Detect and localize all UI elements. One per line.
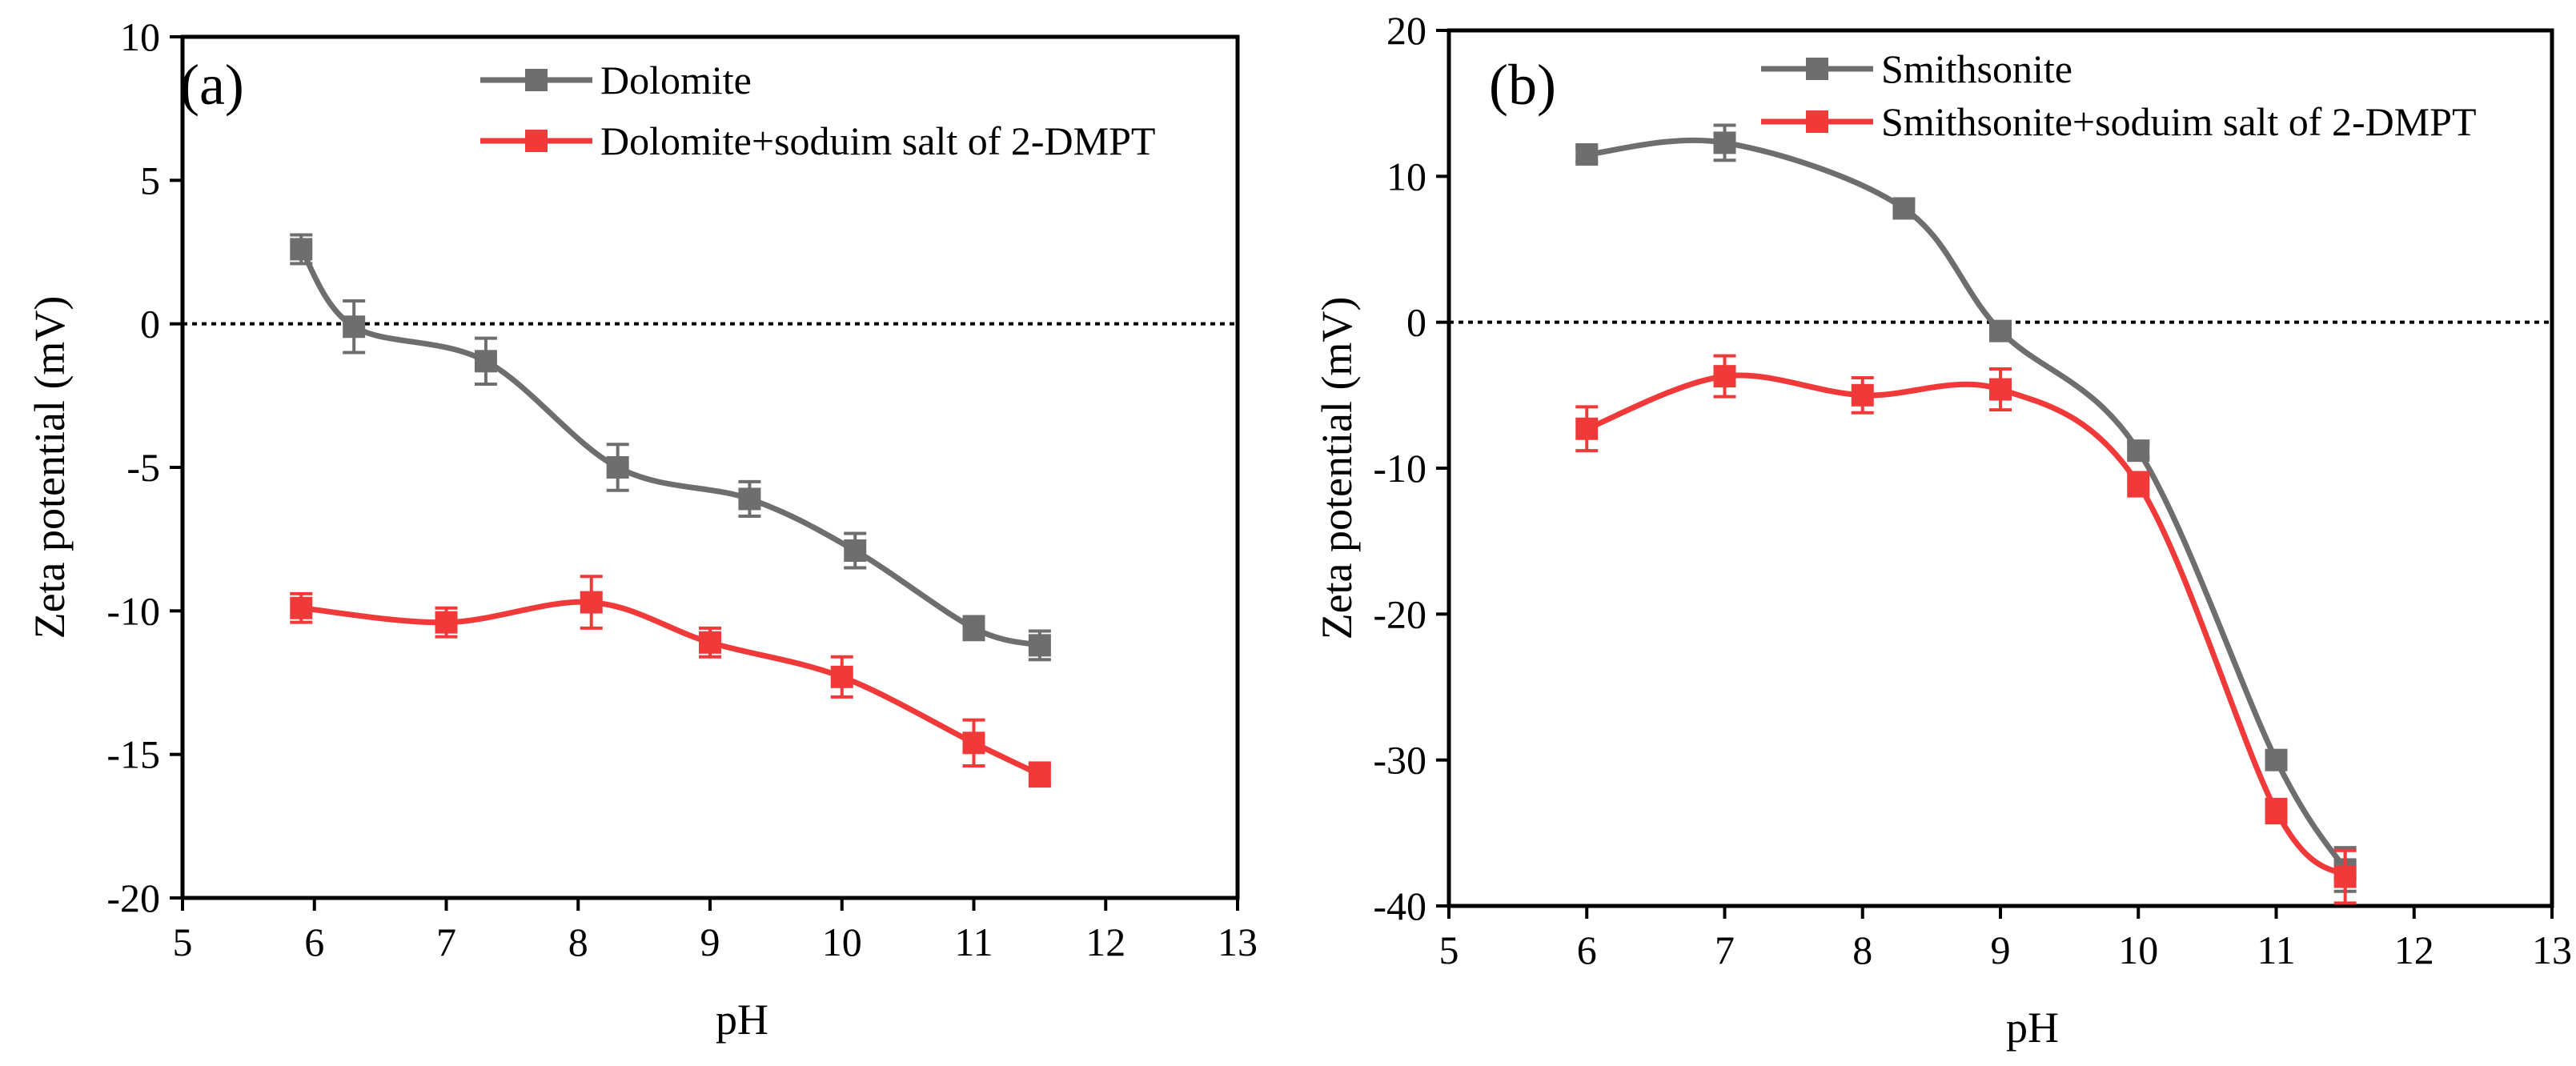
panel-label: (a) <box>180 53 244 117</box>
data-point <box>290 596 313 619</box>
data-point <box>343 315 366 339</box>
x-tick-label: 13 <box>1218 920 1258 964</box>
data-point <box>962 616 985 639</box>
series-line <box>298 599 1043 778</box>
y-tick-label: 10 <box>1386 154 1426 198</box>
data-point <box>1575 142 1599 166</box>
legend-marker <box>525 130 548 152</box>
y-axis-title: Zeta potential (mV) <box>26 296 74 639</box>
data-point <box>844 539 867 563</box>
data-point <box>1713 365 1736 388</box>
y-tick-label: -20 <box>106 876 160 920</box>
data-point <box>1989 378 2012 401</box>
y-tick-label: -5 <box>126 445 160 490</box>
y-tick-label: 0 <box>1406 300 1426 345</box>
data-point <box>2127 473 2150 496</box>
x-tick-label: 12 <box>1085 920 1125 964</box>
data-point <box>1892 197 1916 220</box>
legend-label: Dolomite <box>600 58 752 102</box>
data-point <box>606 456 629 479</box>
legend-marker <box>1806 58 1828 80</box>
legend-label: Smithsonite <box>1881 46 2072 91</box>
x-tick-label: 10 <box>822 920 862 964</box>
data-point <box>1028 763 1051 786</box>
legend-label: Dolomite+soduim salt of 2-DMPT <box>600 118 1155 163</box>
x-tick-label: 8 <box>1852 928 1872 972</box>
x-tick-label: 7 <box>1715 928 1735 972</box>
x-tick-label: 5 <box>1439 928 1459 972</box>
series-0: Dolomite <box>290 58 1051 662</box>
x-axis-title: pH <box>2006 1004 2059 1052</box>
x-tick-label: 5 <box>173 920 193 964</box>
legend-marker <box>1806 110 1828 133</box>
x-tick-label: 9 <box>700 920 720 964</box>
x-axis-title: pH <box>716 996 768 1044</box>
series-0: Smithsonite <box>1575 46 2357 893</box>
data-point <box>738 487 761 511</box>
plot-frame <box>1446 28 2554 908</box>
series-line <box>1583 372 2349 880</box>
x-tick-label: 6 <box>1577 928 1597 972</box>
y-tick-label: -15 <box>106 732 160 777</box>
data-point <box>699 631 721 654</box>
data-point <box>1989 319 2012 343</box>
x-tick-label: 10 <box>2118 928 2158 972</box>
chart-panel-0: 5 6 7 8 9 10 11 12 13 10 5 0 -5 -10 -15 -20 pH Zeta poten… <box>26 14 1258 1044</box>
x-tick-label: 11 <box>2257 928 2295 972</box>
y-tick-label: 10 <box>120 14 160 59</box>
y-tick-label: -30 <box>1373 738 1426 783</box>
data-point <box>830 665 853 688</box>
data-point <box>2265 800 2288 823</box>
data-point <box>580 591 603 614</box>
y-tick-label: 0 <box>140 302 160 347</box>
x-tick-label: 12 <box>2394 928 2434 972</box>
y-axis-title: Zeta potential (mV) <box>1313 297 1361 640</box>
data-point <box>474 350 497 373</box>
y-tick-label: -10 <box>106 588 160 633</box>
series-1: Smithsonite+soduim salt of 2-DMPT <box>1575 99 2477 905</box>
legend-marker <box>525 69 548 91</box>
y-tick-label: -40 <box>1373 884 1426 928</box>
data-point <box>435 611 458 634</box>
data-point <box>2333 865 2357 888</box>
y-tick-label: -10 <box>1373 446 1426 491</box>
x-tick-label: 9 <box>1991 928 2011 972</box>
x-tick-label: 13 <box>2532 928 2572 972</box>
data-point <box>1851 383 1874 407</box>
x-tick-label: 11 <box>954 920 993 964</box>
data-point <box>1713 131 1736 154</box>
panel-label: (b) <box>1489 53 1556 117</box>
plot-frame <box>180 34 1240 900</box>
data-point <box>2265 748 2288 771</box>
chart-panel-1: 5 6 7 8 9 10 11 12 13 20 10 0 -10 -20 -30 -40 pH Zeta pot… <box>1313 8 2572 1052</box>
x-tick-label: 6 <box>304 920 324 964</box>
y-tick-label: 5 <box>140 158 160 202</box>
y-tick-label: 20 <box>1386 8 1426 53</box>
x-tick-label: 8 <box>568 920 588 964</box>
data-point <box>962 731 985 755</box>
legend-label: Smithsonite+soduim salt of 2-DMPT <box>1881 99 2477 144</box>
data-point <box>2127 439 2150 463</box>
series-line <box>298 246 1043 648</box>
data-point <box>290 238 313 261</box>
data-point <box>1028 634 1051 657</box>
x-tick-label: 7 <box>436 920 456 964</box>
series-1: Dolomite+soduim salt of 2-DMPT <box>290 118 1155 788</box>
series-line <box>1583 137 2349 872</box>
data-point <box>1575 417 1599 440</box>
y-tick-label: -20 <box>1373 591 1426 636</box>
